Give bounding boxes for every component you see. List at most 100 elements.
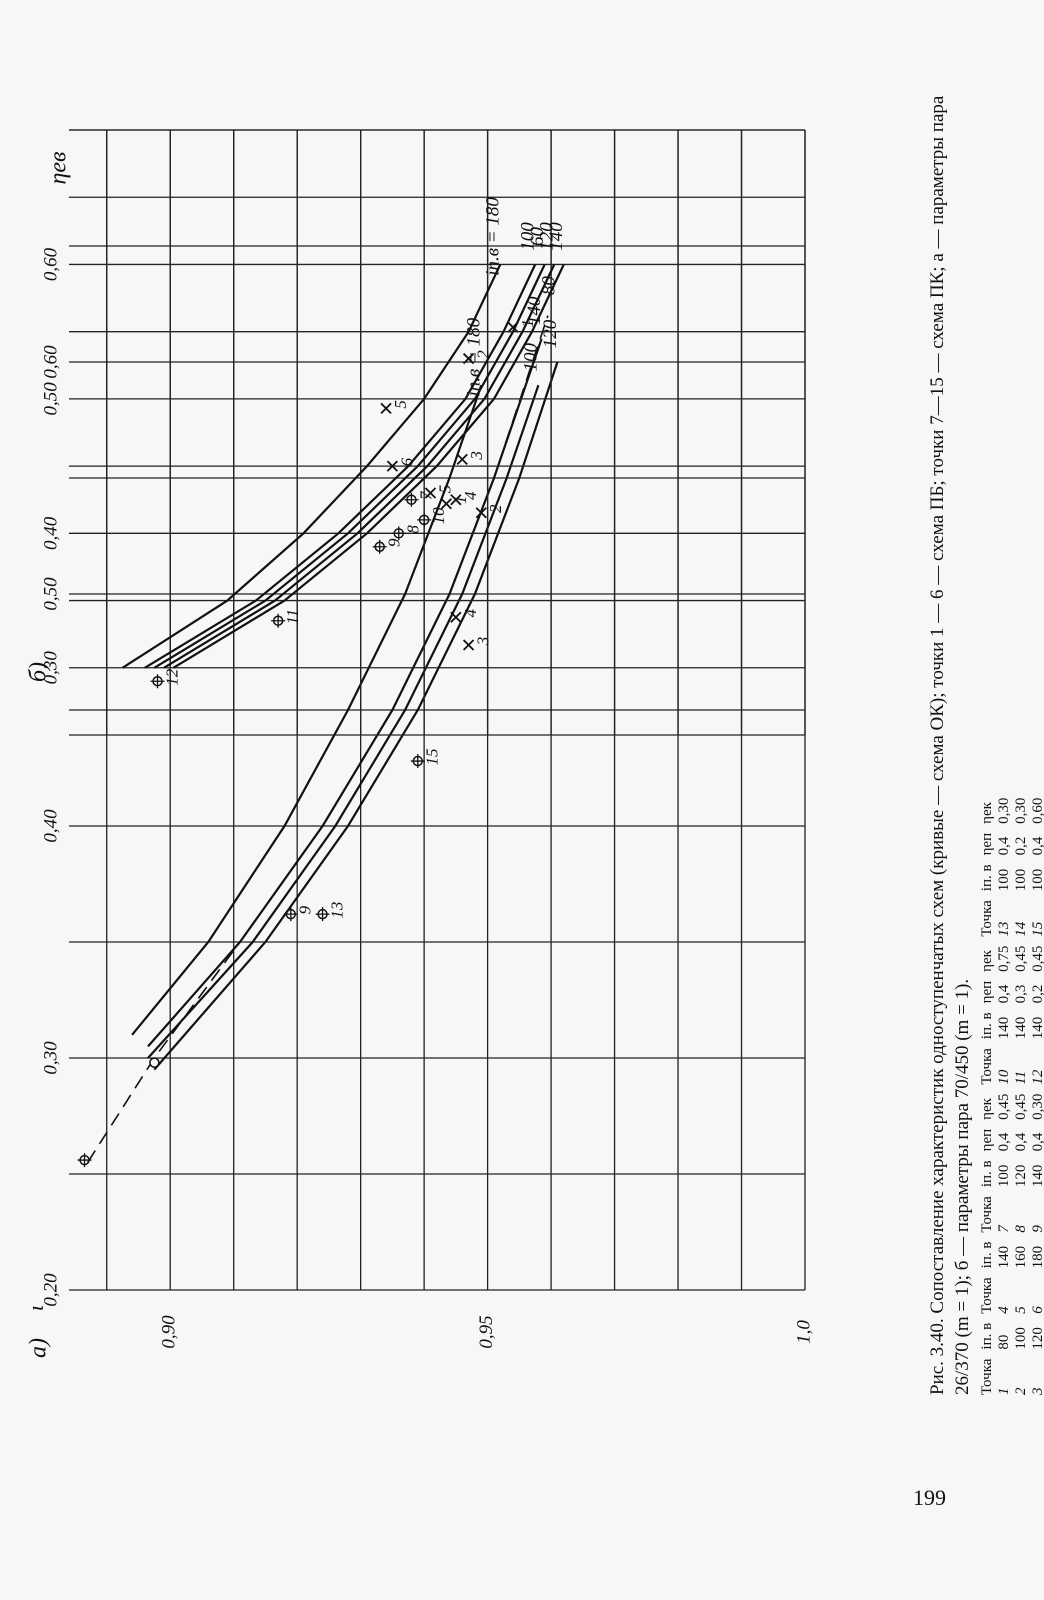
caption-table-cell: 0,4 [996,984,1012,1004]
caption-table-header-cell: ηек [979,802,995,824]
curve-label: 120 [537,222,558,251]
y-tick-label: 0,95 [476,1315,497,1348]
caption-table-cell: 100 [996,1164,1012,1188]
x-tick-label: 0,50 [40,577,61,611]
caption-table-header-cell: ηек [979,950,995,972]
data-point-label: 3 [473,637,492,647]
data-point-cross [450,494,462,506]
caption-table-cell: 14 [1013,921,1029,937]
caption-table-cell: 7 [996,1225,1012,1233]
caption-table-cell: 160 [1013,1245,1029,1269]
data-point-open [149,1057,160,1068]
caption-table-cell: 180 [1030,1245,1044,1269]
caption-table-cell: 0,4 [1030,1132,1044,1152]
caption-table-cell: 2 [1013,1387,1029,1396]
curve-label: 60 [527,226,548,246]
curve-label: iп.в = 180 [483,197,504,276]
caption-table-cell: 0,30 [1013,797,1029,824]
data-point-crosshair [404,492,419,507]
caption-table-cell: 0,4 [996,836,1012,856]
curve-dashed [87,315,549,1163]
panel-label: б) [26,662,52,682]
data-point-label: 6 [397,457,416,466]
caption-table-header-cell: Точка [979,1196,995,1233]
x-tick-label: 0,40 [40,809,61,843]
caption-table-header-cell: Точка [979,1048,995,1085]
x-tick-label: 0,30 [40,1041,61,1075]
caption-table-cell: 120 [1030,1327,1044,1350]
caption-table-cell: 140 [996,1245,1012,1269]
data-point-crosshair [410,754,425,769]
caption-table-header-cell: ηеп [979,1128,995,1152]
x-tick-label: 0,60 [40,247,61,281]
caption-table-cell: 10 [996,1069,1012,1085]
data-point-cross [475,507,487,519]
caption-table-header-cell: iп. в [979,1160,995,1188]
data-point-label: 4 [461,608,480,617]
x-tick-label: 0,50 [40,382,61,416]
data-point-cross [450,611,462,623]
y-tick-label: 1,0 [793,1320,814,1344]
caption-table-cell: 100 [1013,868,1029,892]
caption-table-header-cell: ηек [979,1098,995,1120]
caption-table-row: 3120618091400,40,30121400,20,45151000,40… [1030,789,1044,1395]
caption-table-cell: 100 [1013,1327,1029,1350]
caption-table-row: 2 100 5 160 8 120 0,4 0,45 11 140 0,3 0,45 14 100 0,2 0… [1013,789,1030,1395]
caption-table-cell: 0,4 [1030,836,1044,856]
data-point-crosshair [315,907,330,922]
data-point-cross [456,453,468,466]
data-point-crosshair [391,526,406,541]
data-point-cross [462,352,475,365]
data-point-cross [424,487,437,499]
caption-table-cell: 13 [996,921,1012,937]
caption-table-cell: 8 [1013,1225,1029,1233]
caption-table-header-cell: Точка [979,900,995,937]
caption-table-cell: 0,45 [1013,945,1029,972]
curve [163,263,556,669]
caption-table-cell: 3 [1030,1350,1044,1396]
data-point-crosshair [283,907,298,922]
x-tick-label: 0,30 [40,651,61,685]
caption-table-cell: 0,4 [996,1132,1012,1152]
data-point-label: 13 [327,902,346,919]
page-number: 199 [913,1485,946,1510]
caption-table-header: Точка iп. в Точка iп. в Точка iп. в ηеп ηек Точк… [979,789,996,1395]
caption-table-cell: 4 [996,1306,1012,1314]
caption-table-cell: 0,30 [996,797,1012,824]
figure-caption-block: Рис. 3.40. Сопоставление характеристик о… [925,95,1044,1395]
figure-3-40: 0,200,300,400,500,601,00,950,90ιа)120100… [23,129,814,1358]
curve [147,338,543,1048]
caption-table-cell: 11 [1013,1070,1029,1085]
curve [153,361,559,1071]
caption-table-cell: 0,60 [1030,797,1044,824]
data-point-crosshair [417,512,432,527]
caption-table-header-cell: ηеп [979,832,995,856]
caption-table-cell: 100 [1030,868,1044,892]
data-point-label: 10 [429,507,448,525]
data-point-label: 5 [435,485,454,494]
data-point-crosshair [77,1153,92,1168]
panel-label: а) [26,1338,52,1358]
caption-table-cell: 0,2 [1030,984,1044,1004]
caption-table-cell: 6 [1030,1268,1044,1314]
data-point-label: 7 [416,490,435,500]
caption-table-header-cell: ηеп [979,980,995,1004]
caption-table-cell: 0,45 [1013,1093,1029,1120]
caption-table-body: 1 80 4 140 7 100 0,4 0,45 10 140 0,4 0,75 13 100 0,4 0,… [996,789,1044,1395]
curve [122,263,502,669]
x-tick-label: 0,20 [40,1273,61,1307]
data-point-label: 2 [473,350,492,359]
caption-table-cell: 0,45 [1030,945,1044,972]
curve [172,263,565,669]
data-point-label: 15 [423,749,442,766]
caption-table-row: 1 80 4 140 7 100 0,4 0,45 10 140 0,4 0,75 13 100 0,4 0,… [996,789,1013,1395]
data-point-crosshair [372,539,387,554]
curve [153,263,546,669]
caption-table-header-cell: iп. в [979,1241,995,1269]
data-point-cross [462,639,475,651]
caption-table-cell: 5 [1013,1306,1029,1314]
caption-table-header-cell: iп. в [979,864,995,892]
caption-table-cell: 15 [1030,921,1044,937]
caption-table-header-cell: iп. в [979,1322,995,1350]
data-point-label: 3 [467,451,486,461]
